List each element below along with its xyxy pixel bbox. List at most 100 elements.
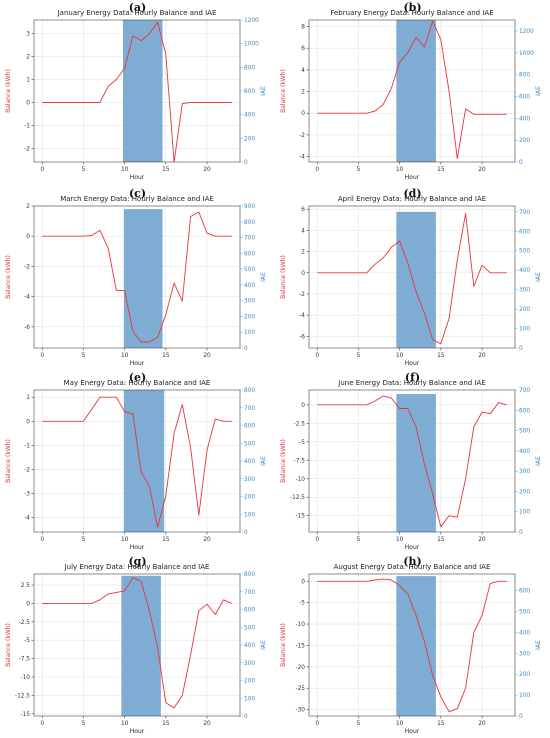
x-axis-label: Hour [130, 544, 145, 551]
plot-frame [308, 205, 516, 349]
y2-tick-label: 800 [244, 220, 255, 226]
panel-g: (g) 0 5 10 15 20 -15 -12.5 -10 -7.5 -5 -2.5 0 2.5 0 10… [0, 554, 275, 738]
y2-tick-label: 500 [244, 441, 255, 447]
x-tick-label: 5 [357, 167, 361, 173]
y2-tick-label: 400 [519, 116, 530, 122]
y2-tick-label: 200 [519, 138, 530, 144]
y2-tick-label: 300 [519, 651, 530, 657]
x-tick-label: 15 [437, 721, 445, 727]
x-tick-label: 20 [478, 537, 486, 543]
y2-axis-label: IAE [260, 640, 267, 650]
y-tick-label: -2 [299, 292, 305, 298]
iae-bar [396, 211, 436, 348]
panel-letter: (c) [128, 187, 147, 200]
y2-tick-label: 400 [244, 643, 255, 649]
panel-letter: (g) [128, 555, 147, 568]
x-tick-label: 10 [396, 537, 404, 543]
y2-tick-label: 800 [244, 65, 255, 71]
y2-tick-label: 700 [519, 388, 530, 394]
y-tick-label: 6 [301, 46, 305, 52]
x-tick-label: 10 [121, 167, 129, 173]
y-axis-label: Balance (kWh) [5, 623, 12, 667]
x-tick-label: 0 [315, 721, 319, 727]
x-tick-label: 15 [162, 721, 170, 727]
x-axis-label: Hour [130, 360, 145, 367]
y2-tick-label: 500 [244, 267, 255, 273]
y2-tick-label: 400 [519, 630, 530, 636]
panel-letter: (e) [128, 371, 147, 384]
y-tick-label: -5 [299, 601, 305, 607]
y2-tick-label: 400 [244, 459, 255, 465]
y-tick-label: -25 [296, 686, 306, 692]
may-chart: 0 5 10 15 20-4-3-2-1010100200300400500600700… [5, 379, 267, 551]
x-tick-label: 10 [121, 353, 129, 359]
chart-title: March Energy Data: Hourly Balance and IA… [60, 195, 214, 203]
balance-line [317, 20, 507, 160]
y2-tick-label: 700 [244, 236, 255, 242]
y-tick-label: 1 [26, 395, 30, 401]
y2-tick-label: 500 [519, 429, 530, 435]
y2-tick-label: 0 [244, 714, 248, 720]
x-tick-label: 20 [203, 167, 211, 173]
balance-line [42, 396, 232, 528]
y2-tick-label: 600 [244, 89, 255, 95]
x-axis-label: Hour [405, 728, 420, 735]
panel-h: (h) 0 5 10 15 20 -30 -25 -20 -15 -10 -5 0 0 100 200 300… [275, 554, 550, 738]
iae-bar [123, 209, 163, 348]
january-chart: 0 5 10 15 20 -2 -1 0 1 2 3 0 200 400 600 800 1000 1200 Jan… [5, 9, 267, 181]
y-tick-label: -15 [296, 643, 306, 649]
y-tick-label: -10 [296, 622, 306, 628]
y-axis-label: Balance (kWh) [280, 623, 287, 667]
balance-line [317, 395, 507, 528]
x-tick-label: 15 [162, 353, 170, 359]
y-tick-label: 6 [301, 207, 305, 213]
y-tick-label: 1 [26, 78, 30, 84]
y-tick-label: -15 [296, 514, 306, 520]
y2-tick-label: 0 [244, 160, 248, 166]
y2-tick-label: 600 [244, 424, 255, 430]
y2-tick-label: 400 [244, 113, 255, 119]
y2-tick-label: 100 [519, 327, 530, 333]
panel-b: (b) 0 5 10 15 20 -4 -2 0 2 4 6 8 0 200 400 600 800 1000 12… [275, 0, 550, 184]
x-tick-label: 0 [40, 537, 44, 543]
y-tick-label: -6 [299, 334, 305, 340]
y2-tick-label: 400 [519, 268, 530, 274]
y-tick-label: 4 [301, 228, 305, 234]
y2-tick-label: 100 [244, 696, 255, 702]
y2-tick-label: 700 [244, 590, 255, 596]
y-tick-label: -2 [24, 264, 30, 270]
chart-title: August Energy Data: Hourly Balance and I… [334, 563, 491, 571]
x-tick-label: 15 [437, 537, 445, 543]
y2-tick-label: 100 [519, 510, 530, 516]
y-tick-label: 2.5 [21, 583, 31, 589]
y-tick-label: -3 [24, 491, 30, 497]
y-tick-label: 0 [26, 100, 30, 106]
x-axis-label: Hour [405, 174, 420, 181]
y2-tick-label: 300 [519, 288, 530, 294]
march-chart: 0 5 10 15 20-6-4-202010020030040050060070080… [5, 195, 267, 367]
chart-title: January Energy Data: Hourly Balance and … [57, 9, 217, 17]
y2-tick-label: 100 [244, 330, 255, 336]
x-tick-label: 10 [396, 353, 404, 359]
y-tick-label: -4 [299, 155, 305, 161]
panel-letter: (a) [128, 1, 147, 14]
y2-tick-label: 700 [244, 406, 255, 412]
iae-bar [123, 390, 165, 532]
plot-frame [33, 205, 241, 349]
y2-tick-label: 600 [519, 408, 530, 414]
y-tick-label: 2 [301, 250, 305, 256]
balance-line [42, 577, 232, 709]
y2-tick-label: 800 [244, 572, 255, 578]
panel-f: (f) 0 5 10 15 20 -15 -12.5 -10 -7.5 -5 -2.5 0 0 100 20… [275, 370, 550, 554]
x-tick-label: 5 [357, 537, 361, 543]
panel-letter: (f) [404, 371, 421, 384]
y-axis-label: Balance (kWh) [5, 255, 12, 299]
y2-tick-label: 400 [244, 283, 255, 289]
y-tick-label: -30 [296, 708, 306, 714]
y2-tick-label: 0 [519, 160, 523, 166]
balance-line [317, 578, 507, 713]
y2-tick-label: 400 [519, 449, 530, 455]
y-tick-label: -5 [24, 638, 30, 644]
y2-tick-label: 0 [244, 346, 248, 352]
y2-tick-label: 200 [519, 489, 530, 495]
